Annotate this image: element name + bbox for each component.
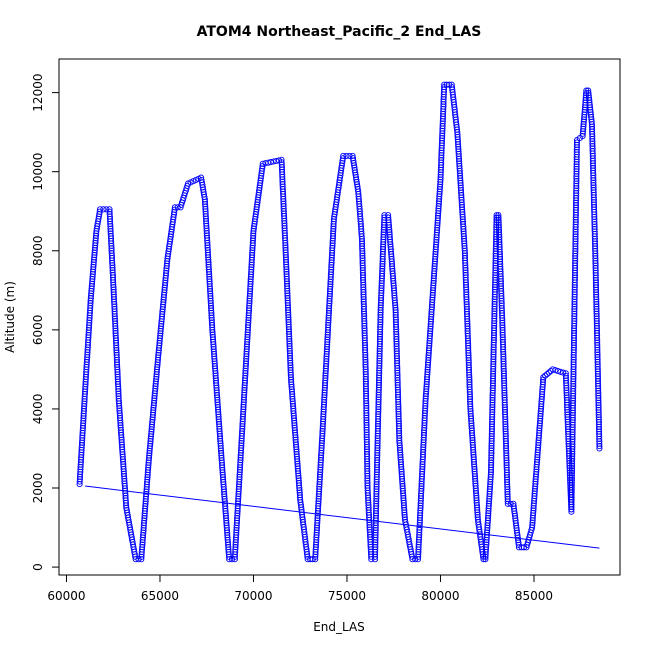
x-tick-label: 80000 xyxy=(421,589,459,603)
y-tick-label: 12000 xyxy=(31,74,45,112)
y-tick-label: 6000 xyxy=(31,315,45,346)
data-point xyxy=(401,511,408,518)
chart-title: ATOM4 Northeast_Pacific_2 End_LAS xyxy=(197,24,482,40)
y-tick-label: 2000 xyxy=(31,473,45,504)
data-point xyxy=(171,204,178,211)
data-point xyxy=(557,368,564,375)
x-axis: 60000 65000 70000 75000 80000 85000 xyxy=(47,574,553,603)
x-tick-label: 75000 xyxy=(328,589,366,603)
x-tick-label: 60000 xyxy=(47,589,85,603)
data-point xyxy=(552,367,559,374)
data-point xyxy=(343,152,350,159)
data-point xyxy=(544,371,551,378)
data-point xyxy=(596,443,603,450)
y-tick-label: 0 xyxy=(31,563,45,571)
data-point xyxy=(542,372,549,379)
x-tick-label: 85000 xyxy=(515,589,553,603)
data-point xyxy=(97,206,104,213)
data-point xyxy=(401,509,408,516)
x-tick-label: 70000 xyxy=(234,589,272,603)
y-tick-label: 10000 xyxy=(31,153,45,191)
y-axis-label: Altitude (m) xyxy=(3,281,17,353)
data-point xyxy=(150,402,157,409)
y-axis: 0 2000 4000 6000 8000 10000 12000 xyxy=(31,74,60,571)
data-points xyxy=(76,81,603,563)
data-point xyxy=(100,206,107,213)
data-point xyxy=(554,367,561,375)
trend-line xyxy=(85,485,600,549)
data-point xyxy=(596,445,603,452)
data-point xyxy=(580,118,587,125)
data-point xyxy=(145,457,152,464)
data-point xyxy=(150,404,157,411)
data-point xyxy=(148,430,155,438)
data-point xyxy=(580,121,587,128)
data-point xyxy=(545,369,552,376)
y-tick-label: 8000 xyxy=(31,235,45,266)
data-point xyxy=(153,375,160,383)
y-tick-label: 4000 xyxy=(31,394,45,425)
data-point xyxy=(396,442,403,449)
data-point xyxy=(540,374,547,381)
data-point xyxy=(573,139,581,146)
data-point xyxy=(152,378,159,385)
data-point xyxy=(547,367,554,375)
data-point xyxy=(549,366,556,373)
data-point xyxy=(340,152,347,159)
data-point xyxy=(145,454,153,461)
x-tick-label: 65000 xyxy=(141,589,179,603)
x-axis-label: End_LAS xyxy=(313,620,365,634)
data-point xyxy=(396,444,403,451)
data-point xyxy=(148,428,155,435)
